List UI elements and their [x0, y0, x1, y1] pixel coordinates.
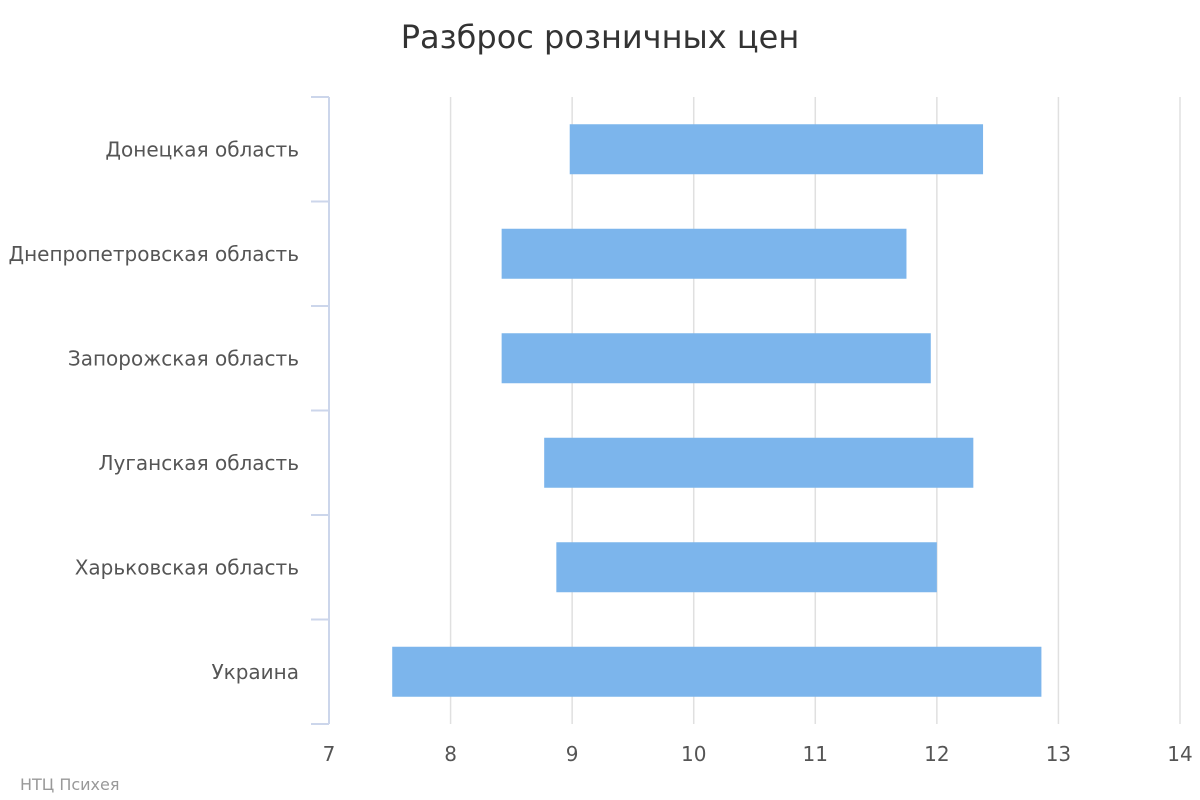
tick-label-13: 13: [1046, 742, 1071, 766]
tick-label-10: 10: [681, 742, 706, 766]
bar-1: [501, 228, 907, 279]
value-axis-tick-labels: 7 8 9 10 11 12 13 14: [323, 742, 1193, 766]
tick-label-7: 7: [323, 742, 336, 766]
category-label-4: Харьковская область: [75, 555, 299, 579]
category-label-2: Запорожская область: [68, 346, 299, 370]
category-label-0: Донецкая область: [105, 137, 299, 161]
bar-5: [392, 646, 1042, 697]
category-labels: Донецкая область Днепропетровская область…: [8, 137, 299, 684]
chart-title: Разброс розничных цен: [401, 18, 800, 56]
tick-label-11: 11: [803, 742, 828, 766]
bars: [392, 124, 1042, 697]
tick-label-12: 12: [924, 742, 949, 766]
tick-label-9: 9: [566, 742, 579, 766]
bar-0: [569, 124, 984, 175]
chart-credit: НТЦ Психея: [20, 775, 119, 794]
tick-label-8: 8: [444, 742, 457, 766]
category-label-3: Луганская область: [99, 451, 299, 475]
category-axis: [311, 96, 330, 725]
bar-2: [501, 333, 931, 384]
category-label-1: Днепропетровская область: [8, 242, 299, 266]
bar-3: [544, 437, 974, 488]
category-label-5: Украина: [211, 660, 299, 684]
tick-label-14: 14: [1167, 742, 1192, 766]
grid-lines: [449, 97, 1181, 724]
bar-4: [556, 542, 937, 593]
